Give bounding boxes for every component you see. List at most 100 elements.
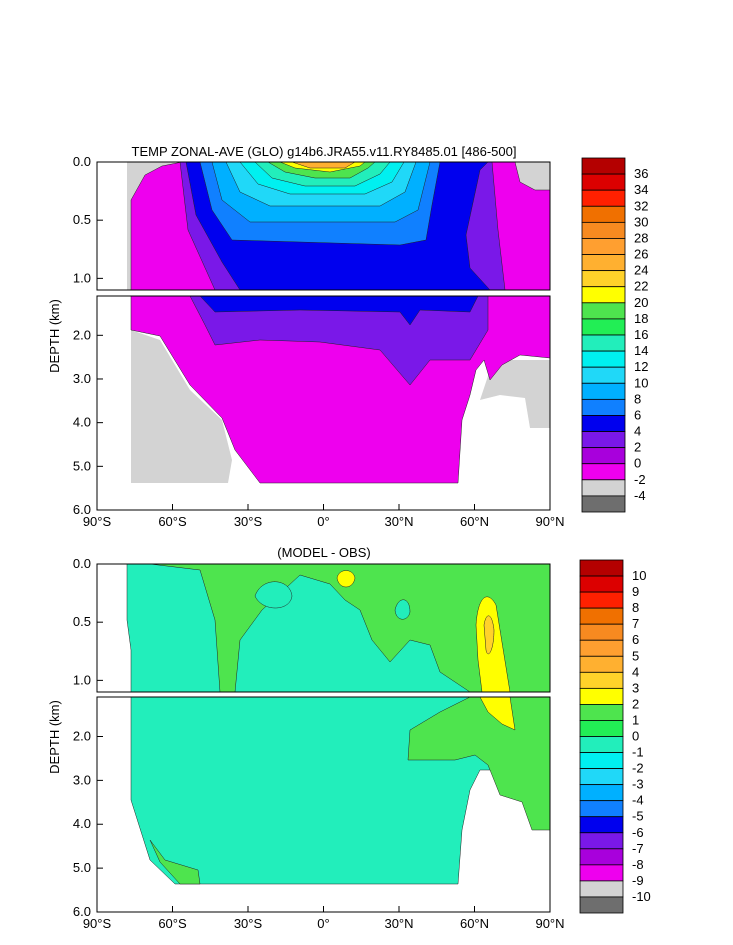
panel2-upper-field xyxy=(96,563,551,693)
colorbar-swatch xyxy=(579,687,624,705)
plot-frame xyxy=(96,161,551,291)
colorbar-label: 5 xyxy=(632,648,639,663)
colorbar-label: 10 xyxy=(632,568,646,583)
x-tick-label: 30°S xyxy=(234,916,263,931)
colorbar-swatch xyxy=(581,463,626,481)
colorbar-swatch xyxy=(579,720,624,737)
colorbar-label: 1 xyxy=(632,712,639,727)
y-tick-label: 1.0 xyxy=(73,672,91,687)
colorbar-swatch xyxy=(581,286,626,304)
x-tick-label: 90°S xyxy=(83,514,112,529)
colorbar-swatch xyxy=(581,350,626,368)
colorbar-label: 10 xyxy=(634,375,648,390)
y-tick-label: 0.0 xyxy=(73,556,91,571)
x-tick-label: 60°N xyxy=(460,916,489,931)
colorbar-label: 28 xyxy=(634,230,648,245)
colorbar-swatch xyxy=(581,366,626,384)
colorbar-label: -6 xyxy=(632,825,644,840)
contour-region xyxy=(394,599,411,620)
y-tick-label: 6.0 xyxy=(73,502,91,517)
colorbar-swatch xyxy=(579,784,624,802)
colorbar-swatch xyxy=(579,832,624,850)
colorbar-swatch xyxy=(581,189,626,207)
colorbar-label: 20 xyxy=(634,295,648,310)
colorbar-swatch xyxy=(579,704,624,721)
colorbar-swatch xyxy=(581,270,626,288)
x-tick-label: 0° xyxy=(317,514,329,529)
colorbar-label: -9 xyxy=(632,873,644,888)
colorbar-swatch xyxy=(579,607,624,625)
colorbar-label: -8 xyxy=(632,857,644,872)
colorbar-label: -10 xyxy=(632,889,651,904)
colorbar-swatch xyxy=(581,382,626,400)
colorbar-label: 9 xyxy=(632,584,639,599)
land-region xyxy=(480,360,550,428)
colorbar-swatch xyxy=(581,318,626,336)
colorbar-label: 7 xyxy=(632,616,639,631)
colorbar-swatch xyxy=(581,302,626,320)
contour-region xyxy=(199,295,479,326)
colorbar-label: 16 xyxy=(634,327,648,342)
colorbar-swatch xyxy=(579,591,624,609)
y-tick-label: 3.0 xyxy=(73,772,91,787)
colorbar-label: 12 xyxy=(634,359,648,374)
colorbar-swatch xyxy=(579,880,624,898)
colorbar-swatch xyxy=(581,173,626,191)
x-tick-label: 90°S xyxy=(83,916,112,931)
x-tick-label: 30°N xyxy=(384,514,413,529)
colorbar-label: 6 xyxy=(634,407,641,422)
colorbar-label: 6 xyxy=(632,632,639,647)
y-tick-label: 0.5 xyxy=(73,614,91,629)
colorbar-swatch xyxy=(581,334,626,352)
colorbar-label: -7 xyxy=(632,841,644,856)
colorbar-label: -3 xyxy=(632,777,644,792)
colorbar-label: 30 xyxy=(634,214,648,229)
colorbar-label: -1 xyxy=(632,745,644,760)
plot-frame xyxy=(96,563,551,693)
y-tick-label: 3.0 xyxy=(73,371,91,386)
colorbar-label: 2 xyxy=(632,696,639,711)
colorbar-label: 4 xyxy=(634,424,641,439)
colorbar-swatch xyxy=(581,157,626,175)
contour-region xyxy=(336,570,356,588)
x-tick-label: 90°N xyxy=(535,916,564,931)
contour-region xyxy=(149,839,201,885)
x-tick-label: 60°S xyxy=(158,916,187,931)
x-tick-label: 60°N xyxy=(460,514,489,529)
x-tick-label: 60°S xyxy=(158,514,187,529)
x-tick-label: 0° xyxy=(317,916,329,931)
x-tick-label: 90°N xyxy=(535,514,564,529)
colorbar-label: 4 xyxy=(632,664,639,679)
colorbar-swatch xyxy=(581,254,626,272)
panel2-title: (MODEL - OBS) xyxy=(277,545,370,560)
panel2-axes: 90°S 60°S 30°S 0° 30°N 60°N 90°N 0.0 0.5 1.0 2.0 3.… xyxy=(73,556,565,931)
colorbar-label: 26 xyxy=(634,247,648,262)
y-tick-label: 1.0 xyxy=(73,270,91,285)
colorbar-label: 2 xyxy=(634,440,641,455)
colorbar-swatch xyxy=(579,655,624,673)
colorbar-label: 32 xyxy=(634,198,648,213)
colorbar-swatch xyxy=(581,205,626,223)
colorbar-swatch xyxy=(579,639,624,657)
colorbar-label: 22 xyxy=(634,279,648,294)
colorbar-swatch xyxy=(579,864,624,882)
y-tick-label: 5.0 xyxy=(73,860,91,875)
colorbar-swatch xyxy=(579,768,624,786)
land-region xyxy=(131,296,232,483)
y-tick-label: 4.0 xyxy=(73,415,91,430)
colorbar-swatch xyxy=(581,447,626,465)
panel-difference: (MODEL - OBS) 90°S 60°S 30°S 0° 30°N 60°N 90°N… xyxy=(47,545,651,931)
colorbar-swatch xyxy=(581,479,626,497)
colorbar-swatch xyxy=(579,752,624,769)
colorbar-label: 0 xyxy=(632,729,639,744)
panel-temperature: TEMP ZONAL-AVE (GLO) g14b6.JRA55.v11.RY8… xyxy=(47,144,648,529)
panel1-ylabel: DEPTH (km) xyxy=(47,299,62,373)
colorbar-label: -2 xyxy=(634,472,646,487)
colorbar-label: 14 xyxy=(634,343,648,358)
x-tick-label: 30°N xyxy=(384,916,413,931)
x-tick-label: 30°S xyxy=(234,514,263,529)
y-tick-label: 2.0 xyxy=(73,327,91,342)
colorbar-swatch xyxy=(579,671,624,689)
